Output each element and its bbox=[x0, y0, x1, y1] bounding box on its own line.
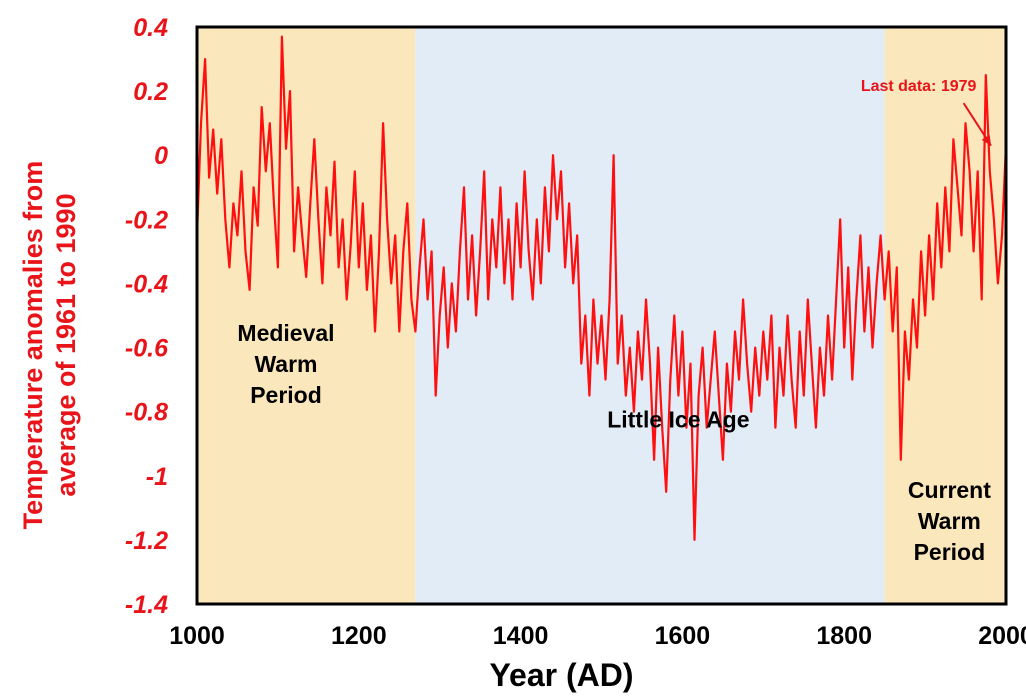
x-tick-label: 1000 bbox=[169, 622, 225, 650]
y-axis-label-line: Temperature anomalies from bbox=[18, 161, 48, 530]
y-tick-label: -0.2 bbox=[125, 206, 168, 234]
annotation-text: Last data: 1979 bbox=[861, 78, 977, 95]
region-label-line: Period bbox=[914, 539, 986, 565]
region-label-1: Little Ice Age bbox=[607, 407, 749, 433]
region-band-1 bbox=[415, 27, 885, 604]
x-axis-ticks: 1000 1200 1400 1600 1800 2000 bbox=[169, 622, 1026, 650]
y-tick-label: -1.2 bbox=[125, 527, 168, 555]
region-band-0 bbox=[197, 27, 416, 604]
y-axis-label: Temperature anomalies from average of 196… bbox=[18, 161, 81, 530]
plot-area-frame bbox=[195, 25, 1008, 606]
x-tick-label: 1600 bbox=[655, 622, 711, 650]
region-label-0: Medieval Warm Period bbox=[237, 320, 334, 408]
y-tick-label: 0 bbox=[154, 142, 168, 170]
y-tick-label: -1 bbox=[146, 463, 168, 491]
x-tick-label: 1800 bbox=[816, 622, 872, 650]
y-tick-label: -0.8 bbox=[125, 399, 168, 427]
x-axis-label: Year (AD) bbox=[489, 657, 633, 693]
region-label-line: Period bbox=[250, 382, 322, 408]
y-axis-label-line: average of 1961 to 1990 bbox=[51, 193, 81, 496]
y-tick-label: 0.4 bbox=[133, 14, 168, 42]
y-axis-ticks: 0.4 0.2 0 -0.2 -0.4 -0.6 -0.8 -1 -1.2 -1.4 bbox=[125, 14, 169, 619]
y-tick-label: 0.2 bbox=[133, 78, 168, 106]
region-label-line: Warm bbox=[918, 508, 981, 534]
region-label-line: Medieval bbox=[237, 320, 334, 346]
x-tick-label: 1400 bbox=[493, 622, 549, 650]
region-label-line: Current bbox=[908, 477, 991, 503]
x-tick-label: 2000 bbox=[978, 622, 1026, 650]
y-tick-label: -0.4 bbox=[125, 270, 168, 298]
y-tick-label: -1.4 bbox=[125, 591, 168, 619]
x-tick-label: 1200 bbox=[331, 622, 387, 650]
series-line-0 bbox=[195, 35, 1008, 541]
region-label-line: Little Ice Age bbox=[607, 407, 749, 433]
annotation: Last data: 1979 bbox=[861, 78, 992, 147]
series-line-layer bbox=[195, 35, 1008, 541]
y-tick-label: -0.6 bbox=[125, 335, 169, 363]
y-axis-label-text: Temperature anomalies from average of 196… bbox=[18, 161, 81, 530]
annotation-arrowhead bbox=[981, 134, 992, 146]
region-label-line: Warm bbox=[254, 351, 317, 377]
region-label-2: Current Warm Period bbox=[908, 477, 991, 565]
region-labels: Medieval Warm Period Little Ice Age Current W… bbox=[237, 320, 991, 565]
